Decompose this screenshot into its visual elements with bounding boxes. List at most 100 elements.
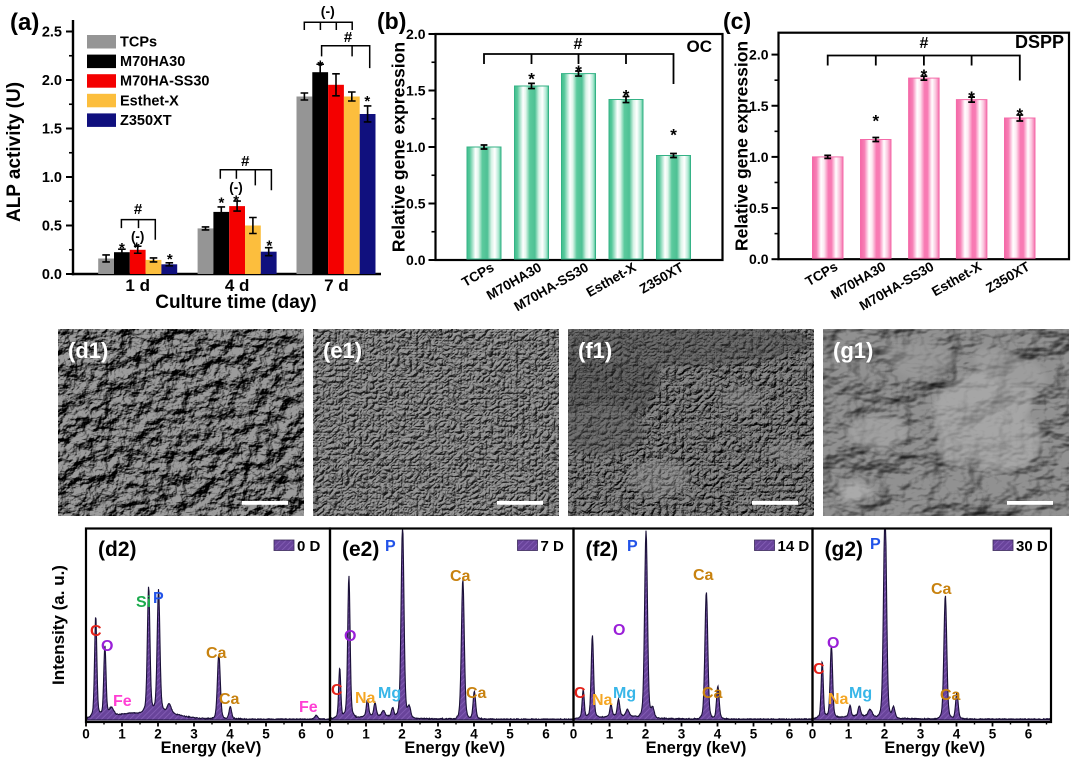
svg-text:O: O bbox=[101, 638, 113, 655]
svg-text:5: 5 bbox=[989, 727, 997, 742]
svg-text:M70HA-SS30: M70HA-SS30 bbox=[120, 74, 209, 90]
svg-text:(c): (c) bbox=[723, 8, 751, 34]
svg-text:Ca: Ca bbox=[940, 687, 961, 704]
svg-text:Intensity (a. u.): Intensity (a. u.) bbox=[49, 565, 68, 685]
svg-text:(d2): (d2) bbox=[98, 538, 137, 561]
svg-text:0: 0 bbox=[570, 727, 578, 742]
svg-text:2.0: 2.0 bbox=[406, 26, 426, 42]
svg-text:*: * bbox=[364, 93, 370, 110]
svg-text:6: 6 bbox=[542, 727, 550, 742]
svg-text:0.5: 0.5 bbox=[42, 219, 62, 235]
svg-text:4: 4 bbox=[714, 727, 722, 742]
svg-text:1: 1 bbox=[606, 727, 614, 742]
svg-text:5: 5 bbox=[506, 727, 514, 742]
svg-text:P: P bbox=[153, 590, 164, 607]
svg-text:1.5: 1.5 bbox=[406, 83, 426, 99]
svg-text:Ca: Ca bbox=[466, 685, 487, 702]
svg-text:1.0: 1.0 bbox=[42, 170, 62, 186]
svg-text:4: 4 bbox=[470, 727, 478, 742]
svg-text:0.5: 0.5 bbox=[749, 200, 769, 216]
svg-text:(e2): (e2) bbox=[342, 538, 379, 561]
svg-text:Fe: Fe bbox=[299, 699, 318, 716]
svg-text:(-): (-) bbox=[229, 180, 243, 195]
svg-text:30 D: 30 D bbox=[1016, 538, 1048, 555]
svg-text:1: 1 bbox=[845, 727, 853, 742]
svg-text:Ca: Ca bbox=[206, 645, 227, 662]
svg-text:Mg: Mg bbox=[613, 685, 636, 702]
svg-text:2: 2 bbox=[398, 727, 406, 742]
svg-text:Mg: Mg bbox=[378, 685, 401, 702]
svg-text:Relative gene expression: Relative gene expression bbox=[389, 42, 409, 252]
svg-text:1.0: 1.0 bbox=[749, 149, 769, 165]
svg-text:*: * bbox=[218, 195, 224, 212]
svg-text:*: * bbox=[575, 62, 582, 81]
svg-text:0.5: 0.5 bbox=[406, 196, 426, 212]
svg-text:0: 0 bbox=[809, 727, 817, 742]
svg-text:#: # bbox=[241, 153, 250, 170]
svg-text:C: C bbox=[331, 682, 343, 699]
svg-text:*: * bbox=[921, 66, 928, 85]
svg-text:#: # bbox=[134, 201, 143, 218]
svg-text:#: # bbox=[344, 29, 353, 46]
svg-text:#: # bbox=[574, 36, 583, 53]
svg-text:2.5: 2.5 bbox=[42, 25, 62, 41]
svg-text:Na: Na bbox=[828, 691, 849, 708]
svg-text:4 d: 4 d bbox=[225, 276, 250, 295]
svg-text:*: * bbox=[266, 238, 272, 255]
svg-text:Relative gene expression: Relative gene expression bbox=[732, 41, 752, 251]
svg-text:(f1): (f1) bbox=[578, 338, 612, 363]
svg-text:1.5: 1.5 bbox=[749, 98, 769, 114]
svg-text:2.0: 2.0 bbox=[42, 73, 62, 89]
svg-text:(b): (b) bbox=[377, 8, 406, 34]
svg-text:(f2): (f2) bbox=[586, 538, 619, 561]
svg-text:Energy (keV): Energy (keV) bbox=[161, 739, 262, 757]
svg-text:Energy (keV): Energy (keV) bbox=[884, 739, 985, 757]
svg-text:C: C bbox=[90, 623, 102, 640]
svg-text:5: 5 bbox=[262, 727, 270, 742]
svg-text:Na: Na bbox=[355, 690, 376, 707]
svg-text:DSPP: DSPP bbox=[1015, 32, 1064, 52]
svg-text:Energy (keV): Energy (keV) bbox=[404, 739, 505, 757]
svg-text:Z350XT: Z350XT bbox=[120, 113, 172, 129]
svg-text:*: * bbox=[968, 88, 975, 107]
svg-text:2: 2 bbox=[642, 727, 650, 742]
svg-text:*: * bbox=[317, 58, 323, 75]
svg-text:Na: Na bbox=[592, 692, 613, 709]
svg-text:Ca: Ca bbox=[219, 691, 240, 708]
svg-text:(d1): (d1) bbox=[68, 338, 108, 363]
svg-text:Ca: Ca bbox=[702, 685, 723, 702]
svg-text:*: * bbox=[134, 240, 140, 257]
svg-text:6: 6 bbox=[1025, 727, 1033, 742]
svg-text:(e1): (e1) bbox=[323, 338, 362, 363]
svg-text:P: P bbox=[385, 538, 396, 555]
svg-text:Ca: Ca bbox=[693, 567, 714, 584]
svg-text:3: 3 bbox=[434, 727, 442, 742]
svg-text:*: * bbox=[670, 126, 677, 145]
svg-text:Culture time (day): Culture time (day) bbox=[155, 292, 317, 313]
svg-text:#: # bbox=[920, 35, 929, 52]
svg-text:7 D: 7 D bbox=[541, 538, 565, 555]
svg-text:14 D: 14 D bbox=[778, 538, 810, 555]
svg-text:(g2): (g2) bbox=[825, 538, 864, 561]
svg-text:P: P bbox=[627, 538, 638, 555]
svg-text:0.0: 0.0 bbox=[406, 252, 426, 268]
svg-text:*: * bbox=[119, 240, 125, 257]
svg-text:Ca: Ca bbox=[450, 568, 471, 585]
svg-text:2: 2 bbox=[881, 727, 889, 742]
svg-text:1 d: 1 d bbox=[125, 276, 150, 295]
svg-text:(a): (a) bbox=[10, 9, 39, 36]
svg-text:*: * bbox=[623, 87, 630, 106]
svg-text:2: 2 bbox=[154, 727, 162, 742]
svg-text:1.0: 1.0 bbox=[406, 139, 426, 155]
svg-text:Si: Si bbox=[136, 594, 151, 611]
svg-text:5: 5 bbox=[750, 727, 758, 742]
svg-text:M70HA30: M70HA30 bbox=[120, 54, 185, 70]
svg-text:ALP activity (U): ALP activity (U) bbox=[4, 82, 25, 222]
svg-text:7 d: 7 d bbox=[324, 276, 349, 295]
svg-text:O: O bbox=[827, 635, 839, 652]
svg-text:Esthet-X: Esthet-X bbox=[120, 93, 179, 109]
svg-text:Fe: Fe bbox=[113, 693, 132, 710]
svg-text:3: 3 bbox=[678, 727, 686, 742]
svg-text:6: 6 bbox=[298, 727, 306, 742]
svg-text:P: P bbox=[870, 536, 881, 553]
